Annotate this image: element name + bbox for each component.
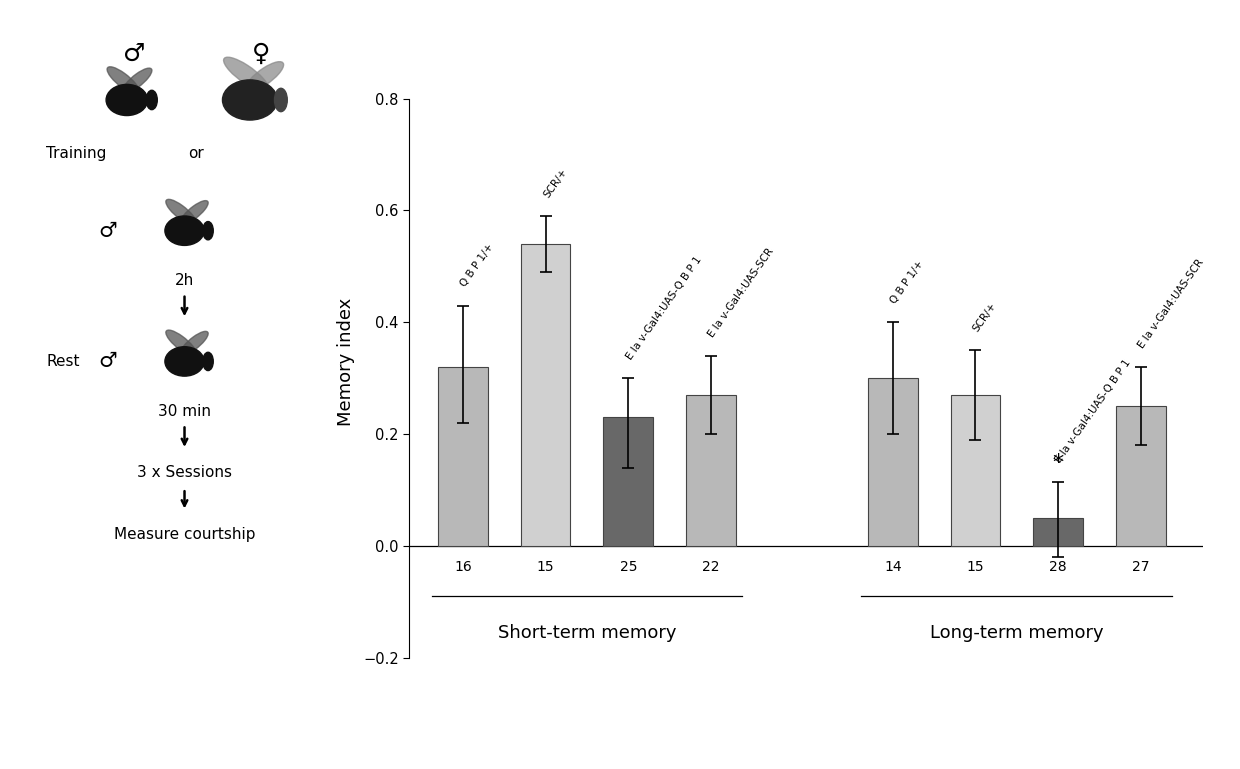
Text: 15: 15 <box>537 560 554 574</box>
Text: Training: Training <box>46 146 107 161</box>
Text: 2h: 2h <box>175 273 195 288</box>
Text: SCR/+: SCR/+ <box>542 166 569 199</box>
Text: Short-term memory: Short-term memory <box>497 624 676 642</box>
Text: 16: 16 <box>454 560 471 574</box>
Ellipse shape <box>165 216 205 245</box>
Text: 27: 27 <box>1132 560 1149 574</box>
Text: *: * <box>1053 453 1064 473</box>
Text: 25: 25 <box>620 560 637 574</box>
Ellipse shape <box>146 90 157 110</box>
Text: Rest: Rest <box>46 354 79 369</box>
Text: 30 min: 30 min <box>157 404 211 419</box>
Text: ♀: ♀ <box>252 42 270 66</box>
Text: E la v-Gal4:UAS-SCR: E la v-Gal4:UAS-SCR <box>1137 258 1205 350</box>
Ellipse shape <box>166 330 197 356</box>
Text: 15: 15 <box>967 560 985 574</box>
Ellipse shape <box>203 352 213 371</box>
Bar <box>604 418 653 546</box>
Text: SCR/+: SCR/+ <box>971 301 998 334</box>
Ellipse shape <box>166 199 197 225</box>
Ellipse shape <box>222 80 278 120</box>
Ellipse shape <box>223 57 269 92</box>
Ellipse shape <box>123 68 153 93</box>
Text: Long-term memory: Long-term memory <box>930 624 1104 642</box>
Ellipse shape <box>107 85 148 115</box>
Bar <box>1116 406 1166 546</box>
Bar <box>868 378 918 546</box>
Ellipse shape <box>165 347 205 376</box>
Bar <box>951 395 1001 546</box>
Text: 22: 22 <box>702 560 719 574</box>
Text: or: or <box>188 146 203 161</box>
Text: 3 x Sessions: 3 x Sessions <box>136 465 232 481</box>
Text: Q B P 1/+: Q B P 1/+ <box>459 242 496 288</box>
Text: E la v-Gal4:UAS-Q B P 1: E la v-Gal4:UAS-Q B P 1 <box>624 255 703 361</box>
Bar <box>1033 518 1083 546</box>
Ellipse shape <box>203 221 213 240</box>
Text: ♂: ♂ <box>123 42 146 66</box>
Ellipse shape <box>246 62 284 92</box>
Text: ♂: ♂ <box>98 351 117 371</box>
Text: Q B P 1/+: Q B P 1/+ <box>889 258 926 305</box>
Bar <box>686 395 735 546</box>
Bar <box>521 244 570 546</box>
Bar <box>438 367 487 546</box>
Text: E la v-Gal4:UAS-SCR: E la v-Gal4:UAS-SCR <box>707 246 776 339</box>
Ellipse shape <box>274 88 288 112</box>
Text: Measure courtship: Measure courtship <box>114 527 255 542</box>
Y-axis label: Memory index: Memory index <box>337 298 355 425</box>
Text: 28: 28 <box>1049 560 1066 574</box>
Text: E la v-Gal4:UAS-Q B P 1: E la v-Gal4:UAS-Q B P 1 <box>1054 358 1133 465</box>
Ellipse shape <box>181 201 208 225</box>
Ellipse shape <box>107 67 140 95</box>
Text: 14: 14 <box>884 560 901 574</box>
Ellipse shape <box>181 331 208 355</box>
Text: ♂: ♂ <box>98 221 117 241</box>
